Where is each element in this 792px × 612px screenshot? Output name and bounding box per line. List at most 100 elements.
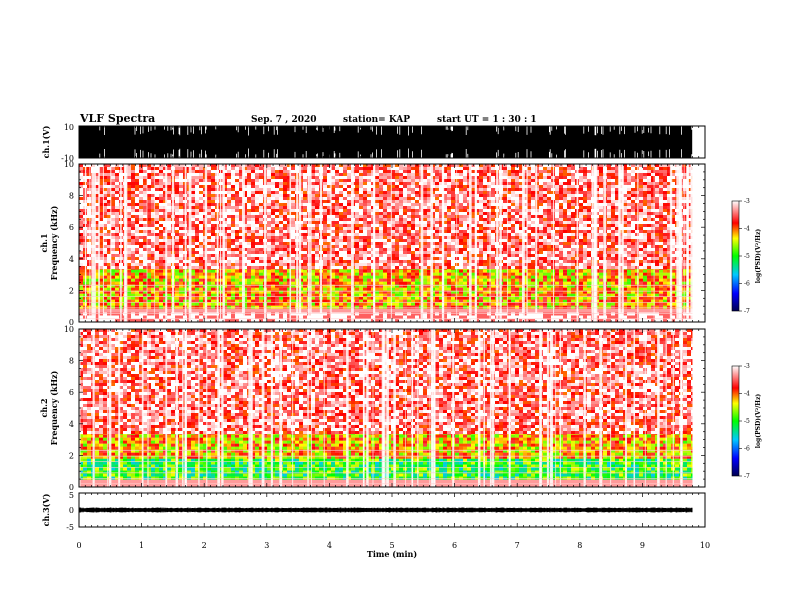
ch1-spectrogram-cell xyxy=(291,182,295,185)
ch1-spectrogram-cell xyxy=(251,176,255,179)
ch1-spectrogram-cell xyxy=(523,284,527,288)
ch1-spectrogram-cell xyxy=(539,188,543,191)
ch1-spectrogram-cell xyxy=(251,197,255,200)
ch1-spectrogram-cell xyxy=(359,200,363,203)
ch1-spectrogram-cell xyxy=(631,275,635,279)
ch1-spectrogram-cell xyxy=(291,176,295,179)
ch1-spectrogram-cell xyxy=(347,185,351,188)
ch1-spectrogram-cell xyxy=(391,173,395,176)
ch1-spectrogram-cell xyxy=(235,290,239,294)
ch1-spectrogram-cell xyxy=(267,182,271,185)
ch1-spectrogram-cell xyxy=(571,278,575,282)
ch1-spectrogram-cell xyxy=(371,281,375,285)
ch1-spectrogram-cell xyxy=(687,182,691,185)
ch1-spectrogram-cell xyxy=(487,200,491,203)
ch1-spectrogram-cell xyxy=(439,299,443,303)
ch1-spectrogram-cell xyxy=(111,278,115,282)
ch1-spectrogram-cell xyxy=(259,272,263,276)
ch1-spectrogram-cell xyxy=(403,284,407,288)
ch1-spectrogram-cell xyxy=(471,312,475,316)
ch1-spectrogram-cell xyxy=(683,312,687,316)
ch1-spectrogram-cell xyxy=(303,281,307,285)
ch1-spectrogram-cell xyxy=(291,269,295,273)
ch1-spectrogram-cell xyxy=(567,305,571,309)
ch1-spectrogram-cell xyxy=(459,200,463,203)
ch1-spectrogram-cell xyxy=(631,197,635,200)
ch1-spectrogram-cell xyxy=(487,173,491,176)
ch1-spectrogram-cell xyxy=(587,299,591,303)
ch1-spectrogram-cell xyxy=(271,281,275,285)
ch1-spectrogram-cell xyxy=(311,284,315,288)
ch1-spectrogram-cell xyxy=(151,278,155,282)
ch1-spectrogram-cell xyxy=(139,164,143,167)
ch1-spectrogram-cell xyxy=(207,272,211,276)
ch1-spectrogram-cell xyxy=(79,197,83,200)
ch1-spectrogram-cell xyxy=(519,296,523,300)
ch1-spectrogram-cell xyxy=(459,185,463,188)
ch1-spectrogram-cell xyxy=(131,197,135,200)
ch1-spectrogram-cell xyxy=(291,275,295,279)
ch1-spectrogram-cell xyxy=(99,299,103,303)
ch1-spectrogram-cell xyxy=(199,176,203,179)
ch1-spectrogram-cell xyxy=(239,305,243,309)
ch1-spectrogram-cell xyxy=(543,194,547,197)
ch1-spectrogram-cell xyxy=(315,296,319,300)
ch1-spectrogram-cell xyxy=(267,167,271,170)
ch1-spectrogram-cell xyxy=(303,194,307,197)
ch1-spectrogram-cell xyxy=(447,167,451,170)
ch1-spectrogram-cell xyxy=(207,278,211,282)
ch1-spectrogram-cell xyxy=(147,197,151,200)
ch1-spectrogram-cell xyxy=(179,302,183,306)
ch1-spectrogram-cell xyxy=(515,185,519,188)
ch1-spectrogram-cell xyxy=(583,290,587,294)
ch1-spectrogram-cell xyxy=(619,315,623,319)
ch1-spectrogram-cell xyxy=(327,194,331,197)
ch1-spectrogram-cell xyxy=(587,269,591,273)
ch1-spectrogram-cell xyxy=(519,315,523,319)
ch1-spectrogram-cell xyxy=(635,284,639,288)
ch1-spectrogram-cell xyxy=(331,197,335,200)
ch1-spectrogram-cell xyxy=(335,188,339,191)
ch1-spectrogram-cell xyxy=(407,302,411,306)
ch1-spectrogram-cell xyxy=(631,315,635,319)
ch1-spectrogram-cell xyxy=(607,170,611,173)
ch1-spectrogram-cell xyxy=(207,200,211,203)
ch1-spectrogram-cell xyxy=(303,269,307,273)
ch1-spectrogram-cell xyxy=(95,191,99,194)
ch1-spectrogram-cell xyxy=(447,182,451,185)
ch1-spectrogram-cell xyxy=(555,296,559,300)
ch1-spectrogram-cell xyxy=(615,293,619,297)
ch1-spectrogram-cell xyxy=(159,182,163,185)
ch1-spectrogram-cell xyxy=(303,197,307,200)
ch1-spectrogram-cell xyxy=(543,164,547,167)
ch1-spectrogram-cell xyxy=(371,185,375,188)
ch1-spectrogram-cell xyxy=(235,167,239,170)
ch1-spectrogram-cell xyxy=(687,290,691,294)
ch1-spectrogram-cell xyxy=(471,287,475,291)
ch1-spectrogram-cell xyxy=(379,200,383,203)
ch1-spectrogram-cell xyxy=(687,173,691,176)
ch1-spectrogram-cell xyxy=(163,197,167,200)
ch1-spectrogram-cell xyxy=(211,275,215,279)
ch1-spectrogram-cell xyxy=(231,305,235,309)
ch1-spectrogram-cell xyxy=(287,167,291,170)
ch1-spectrogram-cell xyxy=(163,299,167,303)
ch1-spectrogram-cell xyxy=(111,167,115,170)
ch1-spectrogram-cell xyxy=(163,170,167,173)
ch1-spectrogram-cell xyxy=(135,302,139,306)
ch1-spectrogram-cell xyxy=(159,290,163,294)
ch1-spectrogram-cell xyxy=(231,287,235,291)
ch1-spectrogram-cell xyxy=(247,287,251,291)
ch1-spectrogram-cell xyxy=(331,185,335,188)
ch1-spectrogram-cell xyxy=(131,290,135,294)
ch1-spectrogram-cell xyxy=(443,185,447,188)
ch1-spectrogram-cell xyxy=(479,167,483,170)
ch1-spectrogram-cell xyxy=(507,191,511,194)
ch1-spectrogram-cell xyxy=(543,170,547,173)
ch1-spectrogram-cell xyxy=(355,182,359,185)
ch1-spectrogram-cell xyxy=(491,182,495,185)
ch1-spectrogram-cell xyxy=(619,173,623,176)
ch1-spectrogram-cell xyxy=(607,305,611,309)
ch1-spectrogram-cell xyxy=(519,272,523,276)
ch1-spectrogram-cell xyxy=(247,200,251,203)
